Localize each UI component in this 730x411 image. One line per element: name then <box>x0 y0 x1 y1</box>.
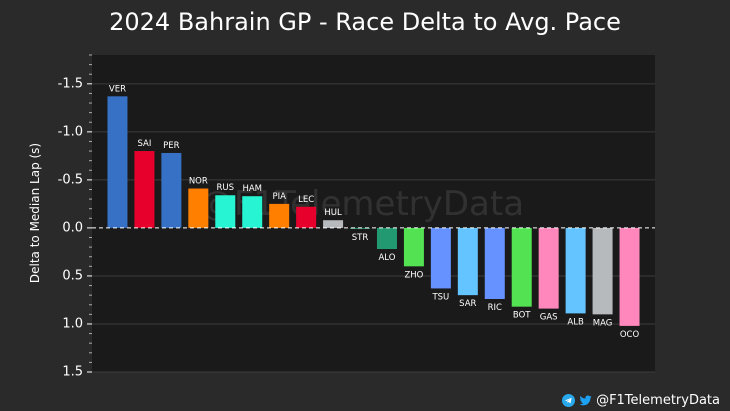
bar-ric <box>484 227 505 299</box>
bar-label-gas: GAS <box>540 313 558 323</box>
bar-pia <box>269 203 290 228</box>
y-tick-label: -0.5 <box>58 172 83 187</box>
bar-per <box>161 152 182 228</box>
bar-alb <box>565 227 586 314</box>
bar-label-rus: RUS <box>217 183 235 193</box>
telegram-icon[interactable] <box>562 394 576 407</box>
y-tick-label: 1.0 <box>62 316 83 331</box>
bar-label-mag: MAG <box>593 318 613 328</box>
y-tick-label: 0.0 <box>62 220 83 235</box>
y-axis-label: Delta to Median Lap (s) <box>28 143 42 283</box>
bar-zho <box>403 227 424 267</box>
bar-hul <box>323 220 344 228</box>
bar-label-sar: SAR <box>459 299 476 309</box>
bar-tsu <box>430 227 451 289</box>
footer-credit: @F1TelemetryData <box>562 393 720 408</box>
y-tick-label: 0.5 <box>62 268 83 283</box>
bar-gas <box>538 227 559 309</box>
bar-label-zho: ZHO <box>404 270 423 280</box>
bar-label-ric: RIC <box>488 303 502 313</box>
bar-label-str: STR <box>352 233 369 243</box>
bar-sai <box>134 151 155 228</box>
bar-label-ham: HAM <box>242 184 262 194</box>
bar-mag <box>592 227 613 315</box>
twitter-handle[interactable]: @F1TelemetryData <box>596 393 720 408</box>
bar-alo <box>376 227 397 250</box>
bar-label-tsu: TSU <box>431 292 449 302</box>
bar-label-hul: HUL <box>324 208 342 218</box>
bar-sar <box>457 227 478 296</box>
bar-rus <box>215 195 236 228</box>
chart-title: 2024 Bahrain GP - Race Delta to Avg. Pac… <box>109 8 621 36</box>
bar-lec <box>296 206 317 228</box>
bar-ver <box>107 96 128 228</box>
bar-label-bot: BOT <box>513 311 531 321</box>
bar-label-alo: ALO <box>378 253 395 263</box>
plot-area <box>92 55 655 372</box>
y-tick-label: -1.5 <box>58 76 83 91</box>
bar-oco <box>619 227 640 326</box>
bar-label-alb: ALB <box>567 317 584 327</box>
bar-nor <box>188 188 209 228</box>
bar-ham <box>242 196 263 228</box>
bar-label-nor: NOR <box>189 177 208 187</box>
y-tick-label: -1.0 <box>58 124 83 139</box>
bar-label-oco: OCO <box>620 330 640 340</box>
twitter-icon[interactable] <box>579 394 592 407</box>
bar-label-ver: VER <box>109 84 126 94</box>
bar-label-lec: LEC <box>298 195 314 205</box>
bar-label-pia: PIA <box>272 192 286 202</box>
bar-bot <box>511 227 532 307</box>
bar-label-sai: SAI <box>137 139 151 149</box>
bar-label-per: PER <box>163 141 179 151</box>
y-tick-label: 1.5 <box>62 365 83 380</box>
